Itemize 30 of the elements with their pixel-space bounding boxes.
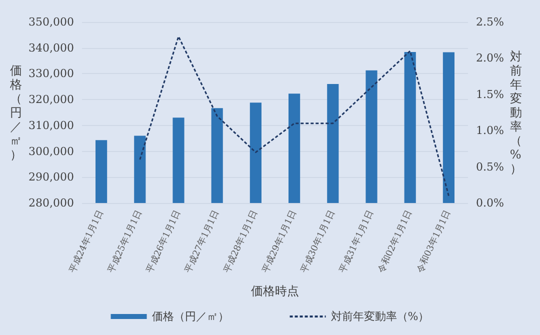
y-tick-label: 320,000: [28, 93, 74, 106]
y2-tick-label: 0.0%: [476, 196, 504, 210]
y-tick-label: 340,000: [28, 41, 74, 54]
y2-tick-label: 1.0%: [476, 124, 504, 138]
x-tick-label: 平成25年1月1日: [106, 208, 144, 275]
y-tick-label: 300,000: [28, 144, 74, 158]
x-tick-label: 平成27年1月1日: [182, 208, 222, 275]
y-tick-label: 330,000: [28, 67, 74, 80]
x-tick-label: 平成26年1月1日: [144, 208, 184, 275]
y2-tick-label: 1.5%: [476, 88, 504, 101]
y-axis-title: 価格（円／㎡）: [9, 64, 22, 162]
y-tick-label: 310,000: [28, 118, 74, 132]
legend-label: 価格（円／㎡）: [152, 310, 229, 323]
x-axis-title: 価格時点: [251, 284, 299, 298]
x-tick-label: 平成24年1月1日: [67, 208, 106, 275]
y-tick-label: 290,000: [28, 170, 74, 184]
legend-label: 対前年変動率（%）: [330, 310, 430, 323]
y2-tick-label: 2.0%: [476, 52, 504, 65]
x-tick-label: 令和03年1月1日: [414, 208, 454, 275]
y-tick-label: 280,000: [28, 196, 74, 210]
text: 対前年変動率（%）: [510, 50, 522, 176]
x-tick-label: 平成28年1月1日: [222, 208, 260, 275]
x-tick-label: 平成30年1月1日: [298, 208, 338, 275]
x-tick-label: 平成31年1月1日: [337, 208, 376, 275]
x-tick-label: 令和02年1月1日: [376, 208, 415, 275]
y2-tick-label: 2.5%: [476, 16, 504, 28]
y2-tick-label: 0.5%: [476, 160, 504, 174]
x-tick-label: 平成29年1月1日: [260, 208, 299, 275]
y-tick-label: 350,000: [28, 16, 74, 28]
line-series: [139, 36, 450, 197]
